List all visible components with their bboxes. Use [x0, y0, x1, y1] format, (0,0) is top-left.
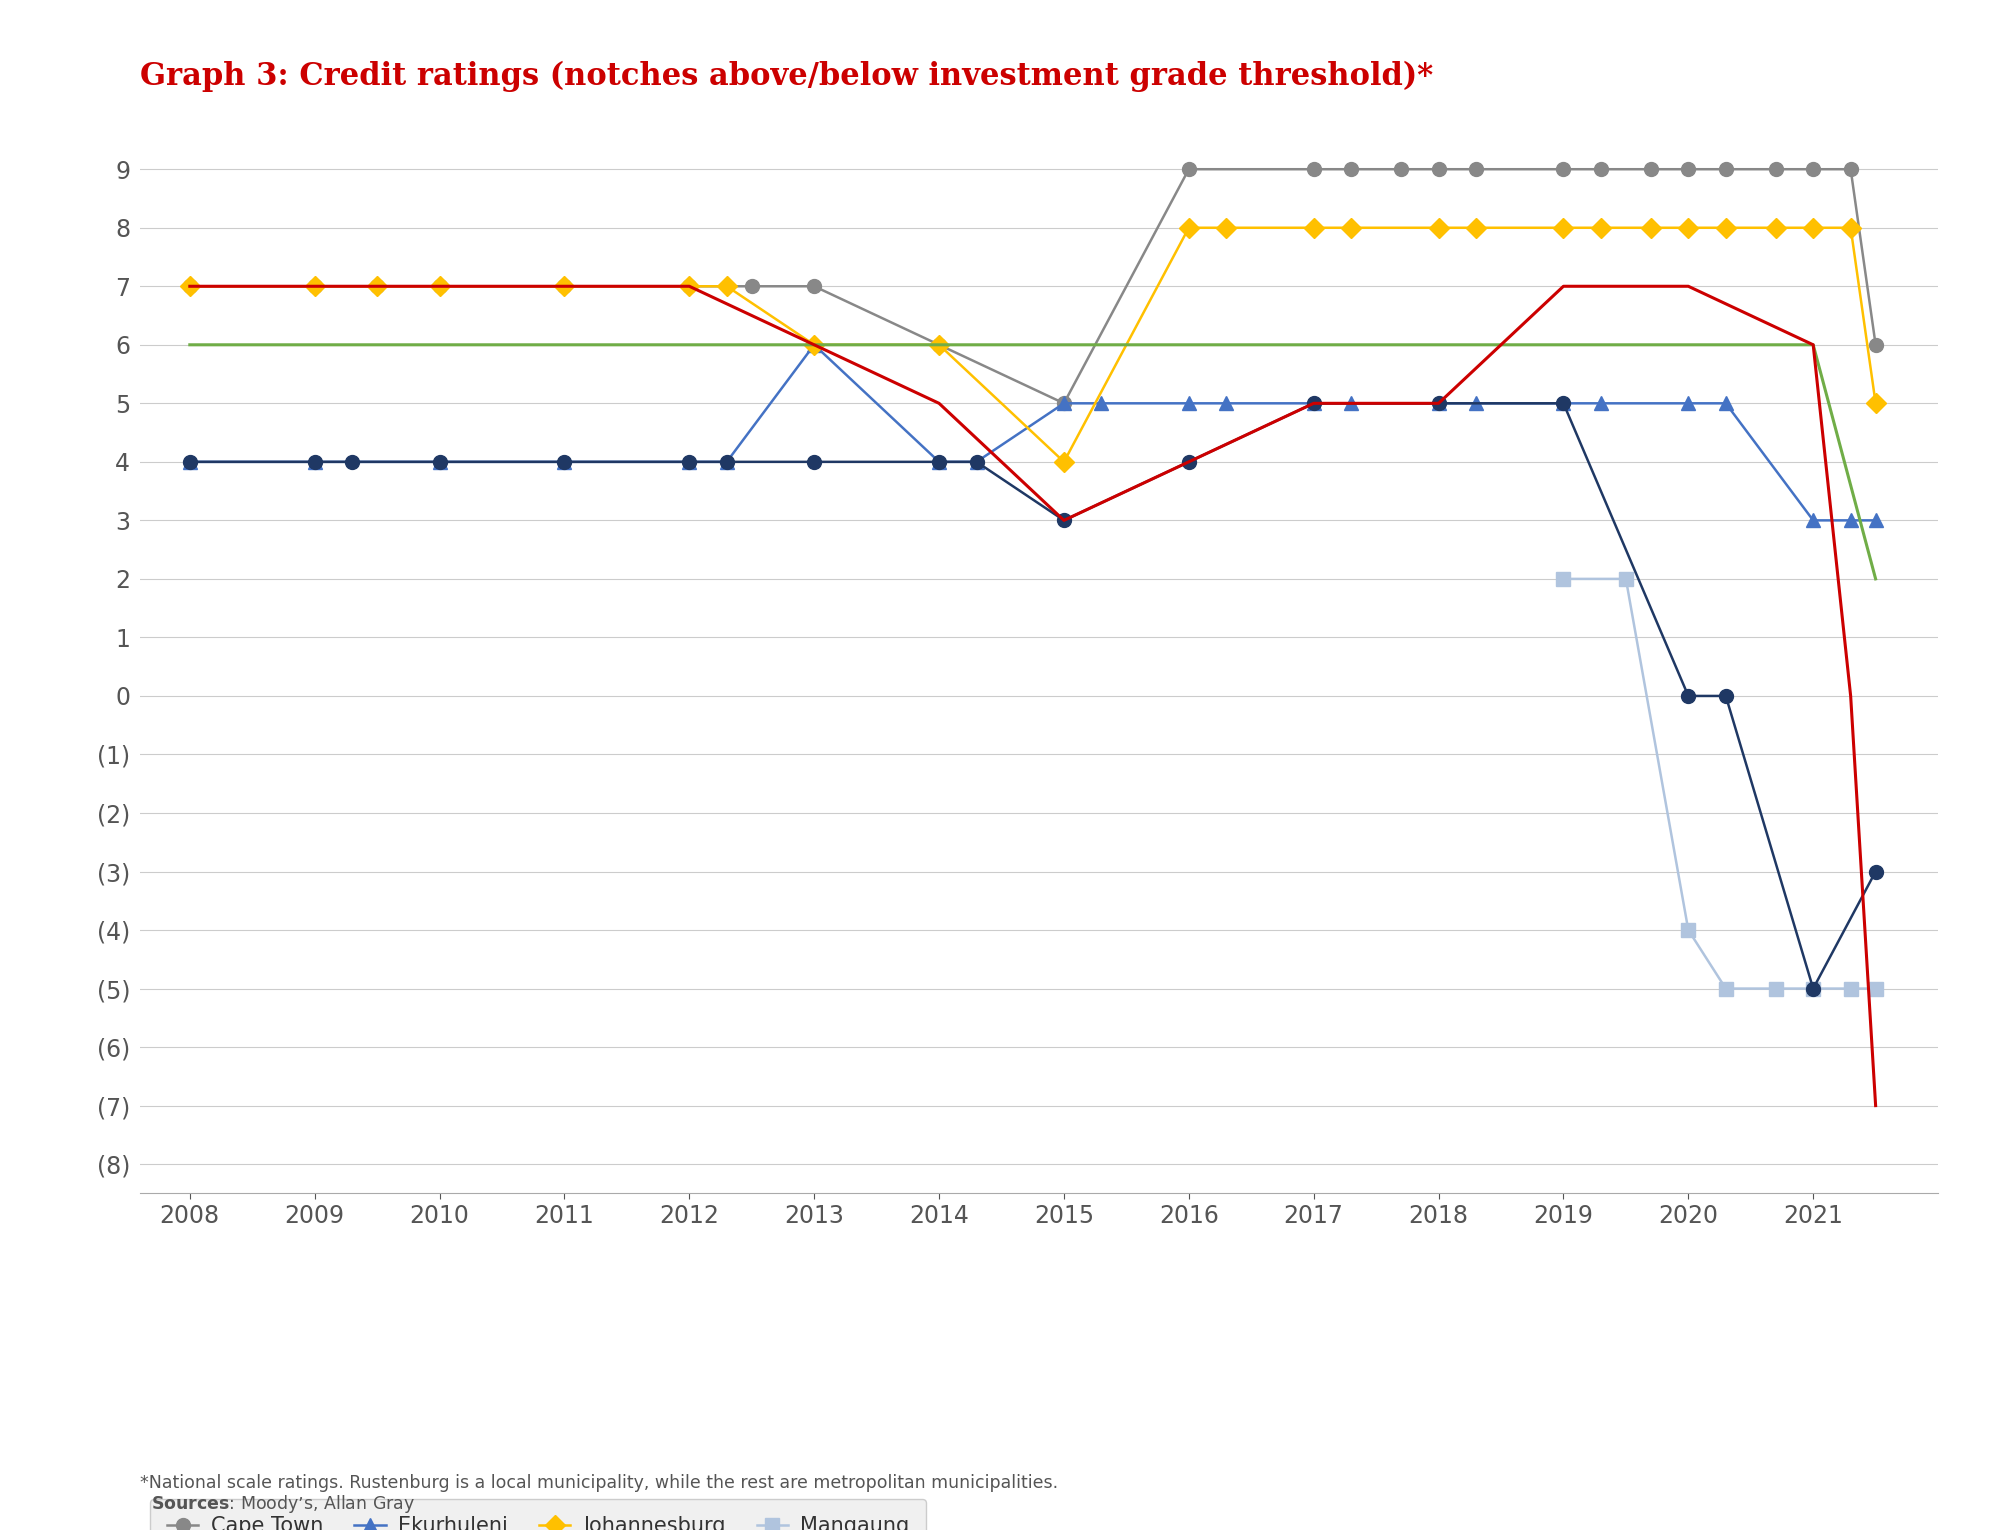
Text: Graph 3: Credit ratings (notches above/below investment grade threshold)*: Graph 3: Credit ratings (notches above/b… — [140, 61, 1433, 92]
Text: *National scale ratings. Rustenburg is a local municipality, while the rest are : *National scale ratings. Rustenburg is a… — [140, 1473, 1059, 1492]
Text: $\bf{Sources}$: Moody’s, Allan Gray: $\bf{Sources}$: Moody’s, Allan Gray — [140, 1493, 416, 1515]
